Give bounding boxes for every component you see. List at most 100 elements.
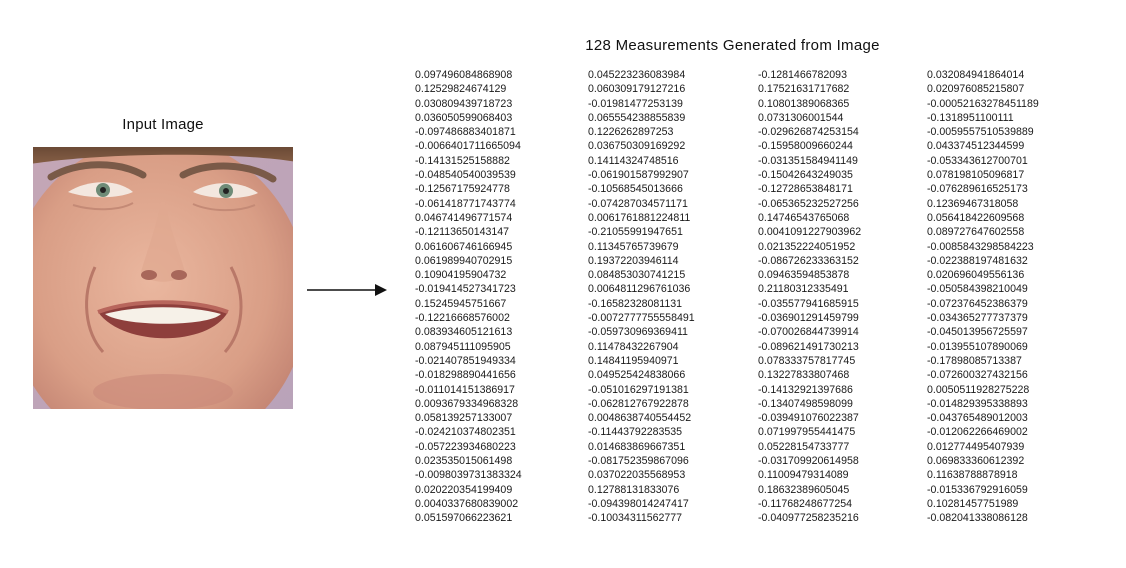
measurement-value: 0.023535015061498 [415,455,513,468]
measurement-value: 0.045223236083984 [588,69,686,81]
measurement-value: 0.020220354199409 [415,483,513,496]
measurement-value: -0.061901587992907 [588,169,689,182]
measurement-value: -0.094398014247417 [588,497,689,510]
measurement-value: -0.050584398210049 [927,283,1028,296]
measurement-value: 0.036050599068403 [415,111,513,124]
measurement-value: -0.072376452386379 [927,297,1028,310]
measurement-value: -0.039491076022387 [758,412,859,425]
measurement-value: 0.10904195904732 [415,269,507,282]
measurement-value: 0.069833360612392 [927,455,1025,468]
measurement-value: 0.012774495407939 [927,440,1025,453]
measurement-value: 0.058139257133007 [415,412,513,425]
measurement-value: -0.0059557510539889 [927,126,1034,139]
measurement-value: -0.031709920614958 [758,455,859,468]
measurement-value: 0.14841195940971 [588,354,679,367]
measurement-value: 0.0048638740554452 [588,412,692,425]
measurement-value: 0.10281457751989 [927,497,1019,510]
measurement-value: -0.011014151386917 [415,383,515,396]
measurement-value: 0.14746543765068 [758,211,850,224]
measurement-value: 0.11009479314089 [758,469,849,482]
measurement-value: 0.087945111095905 [415,340,511,353]
measurement-value: 0.030809439718723 [415,97,513,110]
measurement-value: 0.0093679334968328 [415,397,519,410]
measurement-value: 0.046741496771574 [415,211,513,224]
measurement-value: -0.14131525158882 [415,154,510,167]
measurement-value: 0.14114324748516 [588,154,679,167]
measurement-value: -0.12216668576002 [415,312,510,325]
measurement-value: -0.086726233363152 [758,254,859,267]
measurement-value: -0.14132921397686 [758,383,853,396]
measurement-value: 0.0040337680839002 [415,497,519,510]
measurement-value: -0.081752359867096 [588,455,689,468]
measurement-value: -0.035577941685915 [758,297,859,310]
measurement-value: 0.09463594853878 [758,269,850,282]
measurement-value: 0.037022035568953 [588,469,686,482]
measurement-value: -0.12113650143147 [415,226,510,239]
face-photo [33,147,293,409]
measurements-grid: 0.097496084868908 0.12529824674129 0.03080… [415,68,1105,538]
measurement-value: 0.014683869667351 [588,440,686,453]
measurement-value: -0.059730969369411 [588,326,688,339]
measurement-value: 0.12369467318058 [927,197,1019,210]
measurement-value: -0.074287034571171 [588,197,688,210]
measurement-value: -0.17898085713387 [927,354,1022,367]
measurement-value: 0.11478432267904 [588,340,679,353]
measurement-value: -0.057223934680223 [415,440,516,453]
measurement-value: 0.078333757817745 [758,354,856,367]
measurement-value: 0.11638788878918 [927,469,1018,482]
measurement-value: -0.043765489012003 [927,412,1028,425]
measurement-value: -0.21055991947651 [588,226,683,239]
measurement-value: 0.097496084868908 [415,69,513,81]
measurement-value: -0.10568545013666 [588,183,683,196]
measurement-value: 0.049525424838066 [588,369,686,382]
measurement-value: 0.061989940702915 [415,254,513,267]
measurement-value: -0.029626874253154 [758,126,859,139]
measurement-value: 0.12788131833076 [588,483,680,496]
measurement-value: -0.00052163278451189 [927,97,1039,110]
measurement-value: -0.014829395338893 [927,397,1028,410]
measurement-value: 0.11345765739679 [588,240,679,253]
measurement-value: -0.036901291459799 [758,312,859,325]
measurement-value: -0.01981477253139 [588,97,683,110]
measurement-value: 0.18632389605045 [758,483,850,496]
measurement-value: -0.097486883401871 [415,126,516,139]
measurement-value: 0.043374512344599 [927,140,1025,153]
measurement-value: 0.061606746166945 [415,240,513,253]
measurement-column-2: 0.045223236083984 0.060309179127216 -0.019… [588,68,758,526]
measurement-value: -0.089621491730213 [758,340,859,353]
arrow-right-icon [307,284,387,296]
measurement-value: -0.0098039731383324 [415,469,522,482]
measurement-value: 0.1226262897253 [588,126,674,139]
measurement-column-3: -0.1281466782093 0.17521631717682 0.108013… [758,68,928,526]
measurement-value: -0.12728653848171 [758,183,853,196]
measurement-value: 0.089727647602558 [927,226,1025,239]
measurement-value: 0.21180312335491 [758,283,849,296]
measurement-value: 0.0061761881224811 [588,211,691,224]
measurement-value: 0.021352224051952 [758,240,856,253]
measurement-value: -0.076289616525173 [927,183,1028,196]
measurement-value: -0.12567175924778 [415,183,510,196]
measurement-value: -0.065365232527256 [758,197,859,210]
measurement-value: -0.1281466782093 [758,69,847,81]
measurement-value: -0.072600327432156 [927,369,1028,382]
measurement-value: -0.0066401711665094 [415,140,521,153]
measurement-value: 0.071997955441475 [758,426,856,439]
measurement-value: 0.036750309169292 [588,140,686,153]
measurement-value: 0.10801389068365 [758,97,850,110]
measurement-value: -0.040977258235216 [758,512,859,525]
measurement-value: 0.084853030741215 [588,269,686,282]
measurement-value: -0.082041338086128 [927,512,1028,525]
measurement-value: -0.022388197481632 [927,254,1028,267]
input-image-label: Input Image [122,116,204,133]
measurement-value: -0.018298890441656 [415,369,516,382]
measurement-value: -0.1318951100111 [927,111,1014,124]
measurement-value: 0.065554238855839 [588,111,686,124]
measurement-value: -0.048540540039539 [415,169,516,182]
measurement-value: -0.15958009660244 [758,140,853,153]
measurement-value: 0.12529824674129 [415,83,507,96]
measurement-value: -0.062812767922878 [588,397,689,410]
measurement-value: -0.012062266469002 [927,426,1028,439]
measurement-value: -0.013955107890069 [927,340,1028,353]
measurement-value: -0.045013956725597 [927,326,1028,339]
measurement-value: 0.19372203946114 [588,254,679,267]
